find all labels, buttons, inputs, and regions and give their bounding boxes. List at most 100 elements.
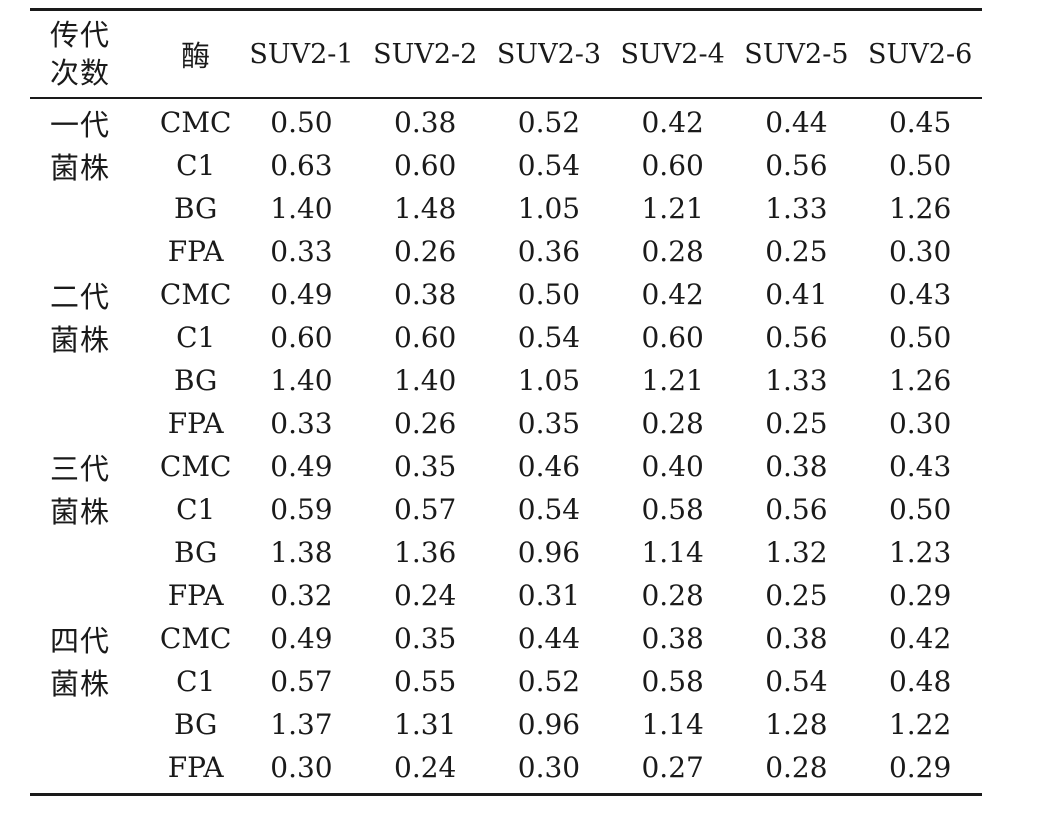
- value-cell: 0.38: [394, 278, 457, 311]
- value-cell: 0.24: [394, 579, 457, 612]
- value-cell: 0.52: [517, 665, 581, 698]
- value-cell: 1.48: [394, 192, 457, 225]
- value-cell: 0.56: [765, 321, 828, 354]
- enzyme-cell: BG: [173, 192, 218, 225]
- table-header-rule: [30, 97, 982, 99]
- value-cell: 1.26: [888, 192, 952, 225]
- table-row: BG 1.40 1.48 1.05 1.21 1.33 1.26: [30, 187, 982, 230]
- header-strain-1: SUV2-1: [249, 38, 354, 70]
- generation-cell: 二代: [50, 279, 111, 314]
- value-cell: 1.23: [888, 536, 952, 569]
- value-cell: 0.30: [888, 235, 952, 268]
- value-cell: 0.25: [765, 579, 828, 612]
- value-cell: 0.25: [765, 407, 828, 440]
- value-cell: 0.41: [765, 278, 828, 311]
- enzyme-cell: C1: [176, 321, 216, 354]
- table-row: 菌株 C1 0.60 0.60 0.54 0.60 0.56 0.50: [30, 316, 982, 359]
- enzyme-cell: C1: [176, 149, 216, 182]
- table-row: BG 1.37 1.31 0.96 1.14 1.28 1.22: [30, 703, 982, 746]
- value-cell: 0.54: [517, 321, 581, 354]
- value-cell: 0.35: [517, 407, 581, 440]
- enzyme-cell: C1: [176, 665, 216, 698]
- value-cell: 0.50: [888, 149, 952, 182]
- value-cell: 0.25: [765, 235, 828, 268]
- value-cell: 0.50: [517, 278, 581, 311]
- value-cell: 0.38: [765, 622, 828, 655]
- table-top-rule: [30, 8, 982, 11]
- table-bottom-rule: [30, 793, 982, 796]
- value-cell: 0.60: [641, 149, 704, 182]
- generation-cell: 一代: [50, 107, 111, 142]
- value-cell: 0.40: [641, 450, 704, 483]
- value-cell: 0.42: [641, 278, 704, 311]
- value-cell: 0.43: [888, 278, 952, 311]
- value-cell: 0.35: [394, 450, 457, 483]
- table-row: 菌株 C1 0.59 0.57 0.54 0.58 0.56 0.50: [30, 488, 982, 531]
- value-cell: 1.38: [270, 536, 333, 569]
- table-row: FPA 0.33 0.26 0.36 0.28 0.25 0.30: [30, 230, 982, 273]
- value-cell: 1.21: [641, 192, 704, 225]
- table-body: 一代 CMC 0.50 0.38 0.52 0.42 0.44 0.45 菌株 C1 0.63 0.6…: [30, 99, 982, 793]
- value-cell: 0.43: [888, 450, 952, 483]
- generation-cell: 菌株: [50, 322, 111, 357]
- value-cell: 0.52: [517, 106, 581, 139]
- value-cell: 0.54: [765, 665, 828, 698]
- enzyme-cell: CMC: [159, 106, 232, 139]
- value-cell: 0.28: [641, 579, 704, 612]
- enzyme-cell: FPA: [167, 407, 224, 440]
- value-cell: 1.05: [517, 192, 581, 225]
- table-row: 一代 CMC 0.50 0.38 0.52 0.42 0.44 0.45: [30, 101, 982, 144]
- value-cell: 0.45: [888, 106, 952, 139]
- value-cell: 1.05: [517, 364, 581, 397]
- enzyme-cell: CMC: [159, 622, 232, 655]
- value-cell: 1.36: [394, 536, 457, 569]
- value-cell: 0.42: [641, 106, 704, 139]
- value-cell: 0.32: [270, 579, 333, 612]
- value-cell: 0.31: [517, 579, 581, 612]
- value-cell: 0.46: [517, 450, 581, 483]
- value-cell: 0.96: [517, 536, 581, 569]
- value-cell: 1.14: [641, 536, 704, 569]
- value-cell: 0.50: [888, 321, 952, 354]
- value-cell: 0.26: [394, 235, 457, 268]
- value-cell: 1.14: [641, 708, 704, 741]
- value-cell: 0.54: [517, 149, 581, 182]
- value-cell: 0.36: [517, 235, 581, 268]
- generation-cell: 四代: [50, 623, 111, 658]
- value-cell: 0.27: [641, 751, 704, 784]
- value-cell: 1.31: [394, 708, 457, 741]
- enzyme-cell: BG: [173, 364, 218, 397]
- value-cell: 0.60: [394, 321, 457, 354]
- value-cell: 1.22: [888, 708, 952, 741]
- value-cell: 0.29: [888, 579, 952, 612]
- value-cell: 0.49: [270, 622, 333, 655]
- table-row: FPA 0.33 0.26 0.35 0.28 0.25 0.30: [30, 402, 982, 445]
- generation-cell: 菌株: [50, 150, 111, 185]
- enzyme-cell: FPA: [167, 751, 224, 784]
- value-cell: 1.21: [641, 364, 704, 397]
- table-row: FPA 0.30 0.24 0.30 0.27 0.28 0.29: [30, 746, 982, 789]
- value-cell: 0.56: [765, 149, 828, 182]
- value-cell: 0.50: [888, 493, 952, 526]
- enzyme-cell: CMC: [159, 278, 232, 311]
- value-cell: 0.58: [641, 665, 704, 698]
- table-row: 菌株 C1 0.63 0.60 0.54 0.60 0.56 0.50: [30, 144, 982, 187]
- table-row: 菌株 C1 0.57 0.55 0.52 0.58 0.54 0.48: [30, 660, 982, 703]
- value-cell: 0.29: [888, 751, 952, 784]
- header-strain-3: SUV2-3: [496, 38, 602, 70]
- enzyme-cell: FPA: [167, 579, 224, 612]
- header-strain-2: SUV2-2: [373, 38, 478, 70]
- value-cell: 1.40: [270, 192, 333, 225]
- value-cell: 0.57: [270, 665, 333, 698]
- value-cell: 1.26: [888, 364, 952, 397]
- value-cell: 0.55: [394, 665, 457, 698]
- value-cell: 0.33: [270, 235, 333, 268]
- value-cell: 0.54: [517, 493, 581, 526]
- value-cell: 0.38: [765, 450, 828, 483]
- value-cell: 0.49: [270, 278, 333, 311]
- enzyme-cell: C1: [176, 493, 216, 526]
- value-cell: 0.30: [270, 751, 333, 784]
- value-cell: 0.35: [394, 622, 457, 655]
- value-cell: 0.63: [270, 149, 333, 182]
- enzyme-cell: CMC: [159, 450, 232, 483]
